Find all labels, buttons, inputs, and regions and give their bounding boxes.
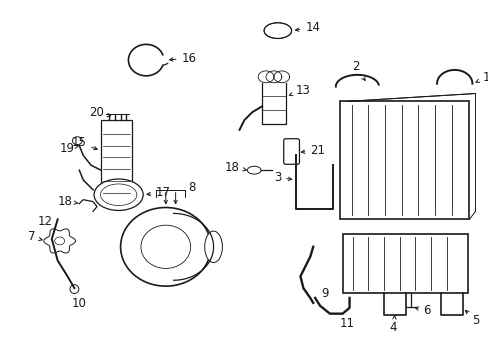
- Text: 7: 7: [28, 230, 42, 243]
- Text: 14: 14: [295, 21, 320, 34]
- Text: 15: 15: [71, 136, 97, 150]
- Ellipse shape: [94, 179, 143, 211]
- Text: 3: 3: [273, 171, 291, 184]
- Text: 4: 4: [389, 315, 397, 334]
- Text: 2: 2: [352, 60, 365, 80]
- Text: 17: 17: [147, 186, 171, 199]
- Text: 18: 18: [58, 195, 78, 208]
- Text: 5: 5: [465, 310, 479, 327]
- FancyBboxPatch shape: [283, 139, 299, 164]
- Text: 13: 13: [289, 84, 310, 97]
- Polygon shape: [339, 102, 468, 219]
- Text: 10: 10: [71, 297, 86, 310]
- Ellipse shape: [55, 237, 64, 245]
- Ellipse shape: [141, 225, 190, 269]
- Text: 18: 18: [224, 161, 246, 174]
- Text: 9: 9: [321, 287, 328, 300]
- Text: 6: 6: [414, 304, 430, 317]
- Ellipse shape: [100, 184, 137, 206]
- Text: 20: 20: [89, 106, 110, 119]
- Text: 21: 21: [301, 144, 325, 157]
- Ellipse shape: [121, 207, 210, 286]
- Text: 16: 16: [169, 51, 196, 65]
- Text: 11: 11: [339, 317, 354, 330]
- Ellipse shape: [264, 23, 291, 39]
- Ellipse shape: [247, 166, 261, 174]
- Text: 8: 8: [188, 181, 195, 194]
- Text: 19: 19: [60, 142, 78, 155]
- Ellipse shape: [70, 285, 79, 293]
- Ellipse shape: [204, 231, 222, 262]
- Polygon shape: [101, 120, 132, 201]
- Polygon shape: [342, 234, 468, 293]
- Text: 12: 12: [38, 215, 53, 228]
- Text: 1: 1: [475, 71, 488, 84]
- Ellipse shape: [72, 137, 82, 145]
